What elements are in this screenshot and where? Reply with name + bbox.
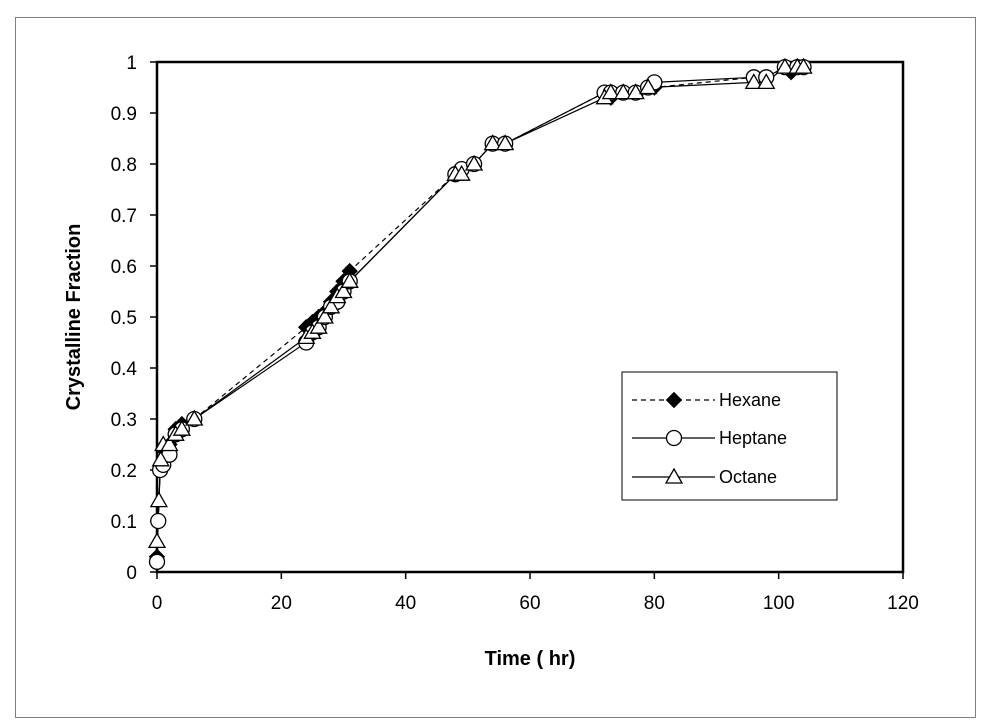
x-tick-label: 80	[644, 593, 665, 614]
point-octane	[149, 491, 168, 508]
point-octane	[757, 73, 776, 90]
legend: Hexane Heptane Octane	[621, 371, 838, 501]
point-octane	[794, 57, 813, 74]
point-octane	[744, 73, 763, 90]
legend-marker-octane	[664, 467, 684, 484]
x-tick-label: 120	[887, 593, 919, 614]
y-tick-label: 1	[126, 53, 137, 74]
point-octane	[147, 532, 167, 549]
point-octane	[483, 134, 502, 151]
y-tick-label: 0.4	[111, 359, 138, 380]
y-tick-label: 0.8	[111, 155, 137, 176]
y-tick-label: 0.7	[111, 206, 137, 227]
x-axis-title: Time ( hr)	[485, 648, 576, 670]
point-octane	[601, 83, 620, 100]
point-octane	[309, 317, 328, 334]
legend-marker-hexane	[665, 391, 683, 409]
y-tick-label: 0.1	[111, 512, 137, 533]
y-tick-label: 0.2	[111, 461, 137, 482]
point-heptane	[148, 553, 166, 570]
point-octane	[775, 57, 795, 74]
point-octane	[340, 271, 359, 288]
point-octane	[496, 134, 515, 151]
y-tick-label: 0.6	[111, 257, 137, 278]
legend-marker-heptane	[665, 429, 683, 447]
y-tick-label: 0.9	[111, 104, 137, 125]
point-octane	[185, 409, 204, 426]
y-tick-label: 0.5	[111, 308, 137, 329]
y-axis-title: Crystalline Fraction	[63, 224, 85, 411]
x-tick-label: 60	[519, 593, 540, 614]
point-heptane	[150, 512, 167, 530]
legend-label-octane: Octane	[719, 467, 777, 487]
point-octane	[160, 435, 179, 452]
point-octane	[172, 419, 191, 436]
point-octane	[614, 83, 633, 100]
y-tick-label: 0.3	[111, 410, 137, 431]
point-octane	[638, 78, 658, 95]
point-octane	[151, 450, 170, 467]
point-octane	[321, 297, 341, 314]
legend-label-hexane: Hexane	[719, 390, 781, 410]
x-tick-label: 40	[395, 593, 416, 614]
point-octane	[464, 154, 484, 171]
x-tick-label: 100	[763, 593, 795, 614]
series-markers	[147, 57, 813, 570]
legend-box	[621, 371, 838, 501]
x-tick-label: 0	[152, 593, 163, 614]
point-octane	[315, 307, 334, 324]
legend-label-heptane: Heptane	[719, 428, 787, 448]
point-octane	[334, 282, 353, 299]
point-octane	[626, 83, 645, 100]
y-tick-label: 0	[126, 563, 137, 584]
axis-ticks: 0 20 40 60 80 100 120 0 0.1 0.2 0.3 0.4 0.5 0.6 0.7 0.8…	[111, 53, 919, 614]
x-tick-label: 20	[271, 593, 292, 614]
point-octane	[452, 164, 471, 181]
